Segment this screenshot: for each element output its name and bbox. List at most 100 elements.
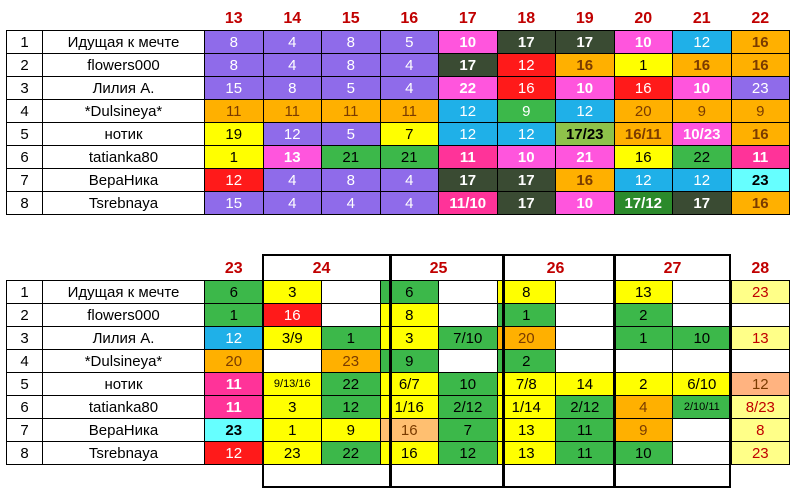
- score-cell: 10: [555, 76, 615, 100]
- score-cell: 10: [496, 145, 556, 169]
- score-cell: 4: [379, 168, 439, 192]
- score-cell: 4: [613, 395, 674, 419]
- score-cell: 5: [321, 76, 381, 100]
- header-spacer: [43, 8, 205, 31]
- day-header: 18: [517, 10, 536, 27]
- score-cell: 12: [438, 122, 498, 146]
- score-cell: 1/14: [496, 395, 557, 419]
- day-header: 25: [429, 260, 448, 277]
- score-cell: [613, 349, 674, 373]
- participant-name: *Dulsineya*: [42, 99, 205, 123]
- score-cell: 16: [672, 53, 732, 77]
- participant-name: нотик: [42, 122, 205, 146]
- row-number: 8: [6, 441, 43, 465]
- score-cell: 16: [730, 53, 790, 77]
- table-row: 2 flowers000 8 4 8 4 17 12 16 1 16 16: [6, 53, 790, 77]
- score-cell: 10: [438, 30, 498, 54]
- score-cell: 16: [555, 53, 615, 77]
- score-cell: 21: [321, 145, 381, 169]
- score-cell: 17/23: [555, 122, 615, 146]
- score-cell: 11: [438, 145, 498, 169]
- score-cell: 19: [204, 122, 264, 146]
- score-cell: 22: [321, 441, 381, 465]
- score-cell: 8: [262, 76, 322, 100]
- header-spacer: [7, 258, 43, 281]
- score-cell: [672, 418, 732, 442]
- row-number: 3: [6, 76, 43, 100]
- score-cell: 11: [555, 441, 615, 465]
- score-cell: 11/10: [438, 191, 498, 215]
- day-header: 21: [692, 10, 711, 27]
- score-cell: 16: [613, 76, 673, 100]
- table-row: 4 *Dulsineya* 20 23 9 2: [6, 349, 791, 373]
- score-cell: 11: [379, 99, 439, 123]
- score-cell: 4: [262, 53, 322, 77]
- score-cell: 9: [730, 99, 790, 123]
- score-cell: 3: [262, 280, 322, 304]
- score-cell: 7/10: [438, 326, 498, 350]
- score-cell: 17/12: [613, 191, 673, 215]
- score-cell: 11: [204, 372, 264, 396]
- header-row: 23 24 25 26 27 28: [7, 258, 790, 281]
- row-number: 1: [6, 30, 43, 54]
- score-cell: 17: [438, 53, 498, 77]
- score-cell: [555, 349, 615, 373]
- score-cell: 8: [496, 280, 557, 304]
- score-cell: 1: [321, 326, 381, 350]
- score-cell: 12: [438, 99, 498, 123]
- score-cell: 10/23: [672, 122, 732, 146]
- row-number: 4: [6, 349, 43, 373]
- score-cell: 6: [379, 280, 440, 304]
- score-cell: [438, 349, 498, 373]
- score-cell: 5: [321, 122, 381, 146]
- participant-name: *Dulsineya*: [42, 349, 205, 373]
- score-cell: 12: [496, 53, 556, 77]
- header-spacer: [43, 258, 205, 281]
- score-cell: 5: [379, 30, 439, 54]
- table-row: 6 tatianka80 11 3 12 1/16 2/12 1/14 2/12 4 2/10/11…: [6, 395, 791, 419]
- score-cell: 6/7: [379, 372, 440, 396]
- participant-name: Идущая к мечте: [42, 280, 205, 304]
- participant-name: tatianka80: [42, 145, 205, 169]
- schedule-table-top: 13 14 15 16 17 18 19 20 21 22 1 Идущая к мечте 8 4 8 5 1…: [6, 8, 790, 215]
- score-cell: 16: [555, 168, 615, 192]
- day-header: 24: [312, 260, 331, 277]
- score-cell: 13: [262, 145, 322, 169]
- score-cell: 22: [672, 145, 732, 169]
- participant-name: Лилия А.: [42, 76, 205, 100]
- score-cell: 4: [262, 30, 322, 54]
- score-cell: 16: [730, 191, 790, 215]
- score-cell: [438, 303, 498, 327]
- score-cell: 12: [613, 168, 673, 192]
- score-cell: 10: [613, 441, 674, 465]
- table-row: 2 flowers000 1 16 8 1 2: [6, 303, 791, 327]
- score-cell: 3: [262, 395, 322, 419]
- score-cell: 6/10: [672, 372, 732, 396]
- score-cell: 20: [204, 349, 264, 373]
- participant-name: flowers000: [42, 53, 205, 77]
- day-header: 14: [283, 10, 302, 27]
- score-cell: 4: [321, 191, 381, 215]
- score-cell: [262, 349, 322, 373]
- table-row: 4 *Dulsineya* 11 11 11 11 12 9 12 20 9 9: [6, 99, 790, 123]
- day-header: 27: [663, 260, 682, 277]
- score-cell: 12: [204, 168, 264, 192]
- header-spacer: [7, 8, 43, 31]
- score-cell: 7/8: [496, 372, 557, 396]
- score-cell: [555, 280, 615, 304]
- participant-name: Идущая к мечте: [42, 30, 205, 54]
- score-cell: 8: [321, 53, 381, 77]
- row-number: 3: [6, 326, 43, 350]
- score-cell: 12: [672, 30, 732, 54]
- score-cell: 10: [555, 191, 615, 215]
- score-cell: 16: [730, 30, 790, 54]
- score-cell: 1: [613, 53, 673, 77]
- score-cell: 13: [496, 441, 557, 465]
- score-cell: 13: [730, 326, 791, 350]
- score-cell: 1/16: [379, 395, 440, 419]
- score-cell: 12: [204, 441, 264, 465]
- score-cell: 14: [555, 372, 615, 396]
- score-cell: 23: [262, 441, 322, 465]
- score-cell: [438, 280, 498, 304]
- score-cell: 10: [438, 372, 498, 396]
